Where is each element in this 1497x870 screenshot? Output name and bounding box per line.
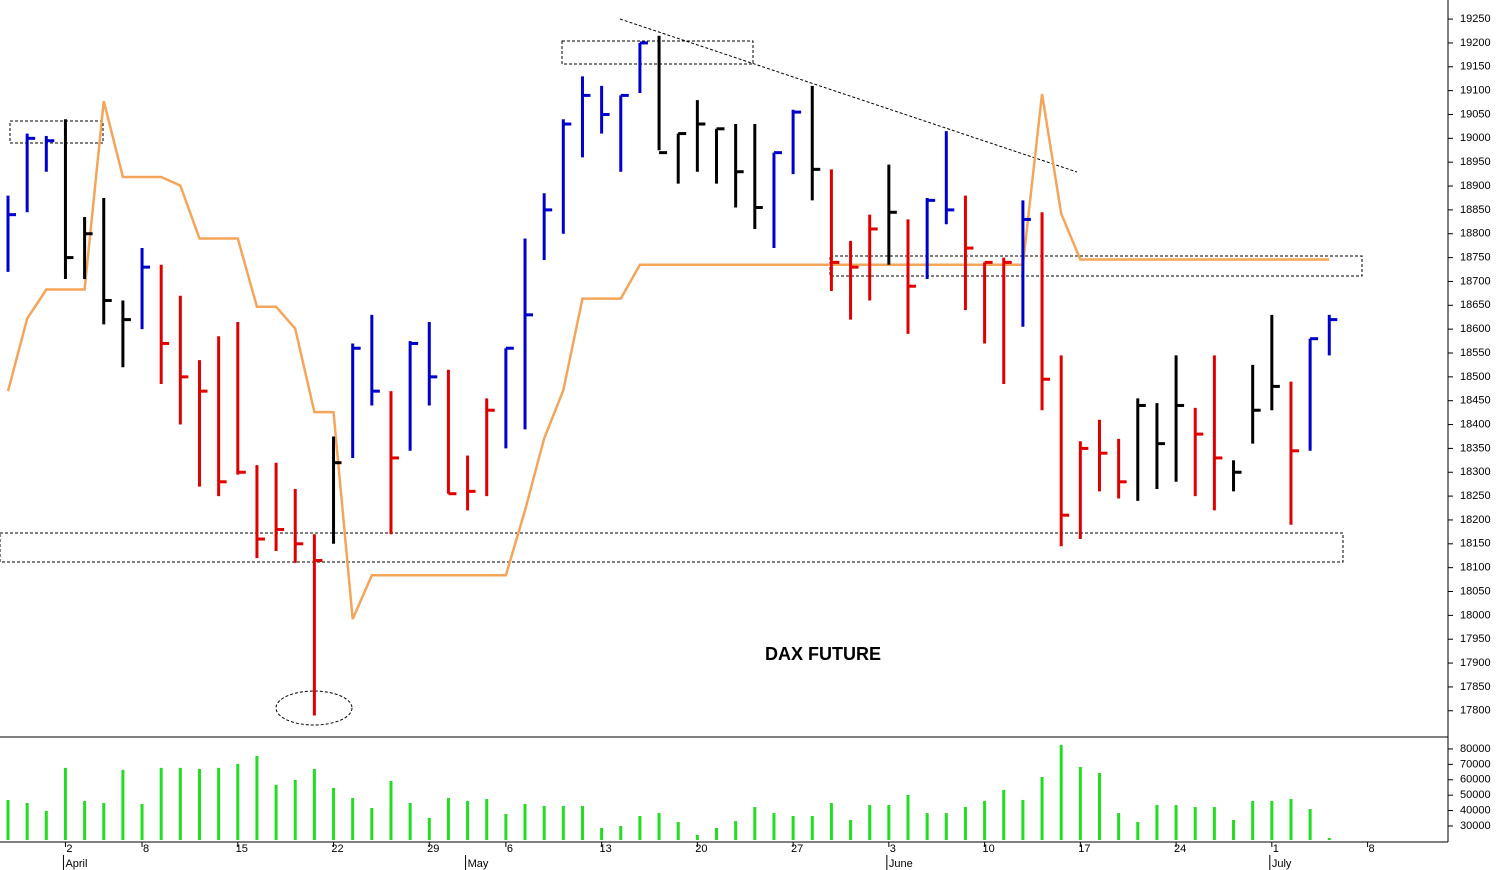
y-tick-label: 18950 (1460, 156, 1491, 168)
volume-tick-label: 50000 (1460, 789, 1491, 801)
y-tick-label: 18450 (1460, 395, 1491, 407)
ellipse-annotation (275, 690, 353, 726)
y-tick-label: 17900 (1460, 657, 1491, 669)
x-tick-label: 3 (890, 843, 896, 855)
x-tick-label: 17 (1078, 843, 1090, 855)
volume-tick-label: 30000 (1460, 820, 1491, 832)
y-tick-label: 18600 (1460, 323, 1491, 335)
x-tick-label: 27 (791, 843, 803, 855)
y-tick-label: 18500 (1460, 371, 1491, 383)
x-tick-label: 8 (143, 843, 149, 855)
y-tick-label: 19250 (1460, 13, 1491, 25)
chart-title: DAX FUTURE (765, 644, 881, 664)
x-tick-label: 10 (982, 843, 994, 855)
box-annotation (9, 120, 104, 144)
x-tick-label: 6 (507, 843, 513, 855)
x-tick-label: 24 (1174, 843, 1186, 855)
y-tick-label: 18400 (1460, 418, 1491, 430)
y-tick-label: 19100 (1460, 85, 1491, 97)
y-tick-label: 18850 (1460, 204, 1491, 216)
y-tick-label: 18050 (1460, 585, 1491, 597)
month-label: July (1272, 858, 1292, 870)
x-tick-label: 20 (695, 843, 707, 855)
x-tick-label: 13 (599, 843, 611, 855)
box-annotation (829, 255, 1363, 277)
y-tick-label: 18550 (1460, 347, 1491, 359)
y-tick-label: 18800 (1460, 228, 1491, 240)
y-tick-label: 19000 (1460, 132, 1491, 144)
month-label: May (468, 858, 489, 870)
box-annotation (0, 532, 1344, 563)
y-tick-label: 19050 (1460, 108, 1491, 120)
y-tick-label: 18650 (1460, 299, 1491, 311)
x-tick-label: 15 (236, 843, 248, 855)
volume-tick-label: 80000 (1460, 743, 1491, 755)
month-label: June (889, 858, 913, 870)
volume-tick-label: 60000 (1460, 774, 1491, 786)
y-tick-label: 18350 (1460, 442, 1491, 454)
y-tick-label: 18200 (1460, 514, 1491, 526)
x-tick-label: 1 (1273, 843, 1279, 855)
y-tick-label: 17800 (1460, 705, 1491, 717)
x-tick-label: 22 (331, 843, 343, 855)
y-tick-label: 18250 (1460, 490, 1491, 502)
study-line (6, 93, 1330, 620)
y-tick-label: 17850 (1460, 681, 1491, 693)
y-tick-label: 18000 (1460, 609, 1491, 621)
month-label: April (65, 858, 87, 870)
y-tick-label: 19200 (1460, 37, 1491, 49)
x-tick-label: 29 (427, 843, 439, 855)
y-tick-label: 18900 (1460, 180, 1491, 192)
y-tick-label: 18300 (1460, 466, 1491, 478)
y-tick-label: 18700 (1460, 275, 1491, 287)
y-tick-label: 17950 (1460, 633, 1491, 645)
trend-line (619, 18, 1078, 173)
y-tick-label: 18100 (1460, 562, 1491, 574)
volume-tick-label: 40000 (1460, 804, 1491, 816)
y-tick-label: 18750 (1460, 251, 1491, 263)
y-tick-label: 18150 (1460, 538, 1491, 550)
box-annotation (561, 40, 754, 65)
y-tick-label: 19150 (1460, 61, 1491, 73)
x-tick-label: 8 (1369, 843, 1375, 855)
volume-tick-label: 70000 (1460, 758, 1491, 770)
x-tick-label: 2 (66, 843, 72, 855)
